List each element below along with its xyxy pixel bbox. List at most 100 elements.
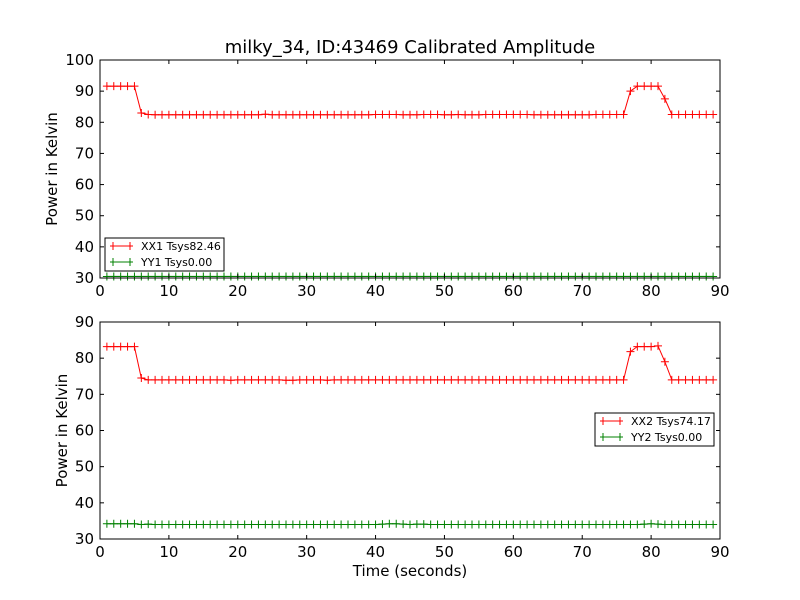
data-point [151,110,160,119]
data-point [502,520,511,529]
data-point [426,375,435,384]
legend: XX1 Tsys82.46 YY1 Tsys0.00 [104,237,225,272]
figure-title: milky_34, ID:43469 Calibrated Amplitude [225,37,596,58]
data-point [295,110,304,119]
data-point [454,520,463,529]
legend-label: XX2 Tsys74.17 [631,415,711,428]
data-point [592,520,600,529]
legend-swatch-marker [602,433,621,441]
data-point [468,375,476,384]
data-point [254,110,263,119]
data-point [102,82,111,91]
data-point [261,375,270,384]
data-point [247,520,256,529]
y-tick-label: 100 [65,51,94,69]
data-point [495,272,504,281]
series-1-group [102,82,718,119]
data-point [702,375,711,384]
data-point [419,272,428,281]
data-point [585,272,594,281]
data-point [695,520,704,529]
data-point [654,82,662,91]
data-point [571,272,580,281]
data-point [598,375,607,384]
data-point [578,110,587,119]
data-point [654,272,662,281]
data-point [130,519,139,528]
data-point [571,110,580,119]
data-point [454,375,463,384]
x-tick-label: 20 [228,282,247,300]
data-point [667,272,676,281]
legend-swatch-marker [602,417,621,425]
data-point [585,375,594,384]
data-point [571,520,580,529]
data-point [275,375,284,384]
data-point [474,272,483,281]
data-point [344,110,352,119]
data-point [309,375,318,384]
data-point [288,376,297,385]
data-point [412,520,421,529]
data-point [309,272,318,281]
data-point [226,520,235,529]
data-point [330,272,339,281]
data-point [178,375,187,384]
data-point [509,110,518,119]
data-point [385,272,394,281]
data-point [316,520,325,529]
data-point [626,87,635,96]
data-point [447,520,456,529]
data-point [392,375,401,384]
data-point [109,342,118,351]
data-point [275,520,284,529]
data-point [385,375,394,384]
data-point [426,110,435,119]
data-point [633,82,642,91]
data-point [123,342,132,351]
data-point [702,272,711,281]
data-point [144,520,153,529]
data-point [137,520,146,529]
data-point [578,375,587,384]
data-point [454,272,463,281]
data-point [123,82,132,91]
data-point [406,272,414,281]
series-2-group [102,519,718,529]
data-point [530,375,538,384]
axes-frame [99,59,721,279]
data-point [605,520,614,529]
data-point [440,375,449,384]
data-point [378,272,387,281]
data-point [681,375,690,384]
x-tick-label: 80 [642,282,661,300]
data-point [337,110,346,119]
data-point [598,110,607,119]
data-point [516,375,525,384]
data-point [447,272,456,281]
data-point [592,375,600,384]
data-point [709,110,718,119]
data-point [350,520,359,529]
data-point [426,520,435,529]
data-point [254,272,263,281]
x-tick-label: 70 [573,282,592,300]
y-tick-label: 30 [75,530,94,548]
data-point [571,375,580,384]
x-tick-label: 90 [710,543,729,561]
data-point [130,342,139,351]
data-point [220,520,228,529]
data-point [350,375,359,384]
data-point [536,110,545,119]
data-point [474,520,483,529]
data-point [102,342,111,351]
data-point [495,520,504,529]
y-axis-title: Power in Kelvin [43,112,61,226]
data-point [557,375,566,384]
y-axis-title: Power in Kelvin [53,374,71,488]
data-point [144,272,153,281]
data-point [681,110,690,119]
data-point [309,110,318,119]
data-point [550,272,559,281]
data-point [192,520,201,529]
